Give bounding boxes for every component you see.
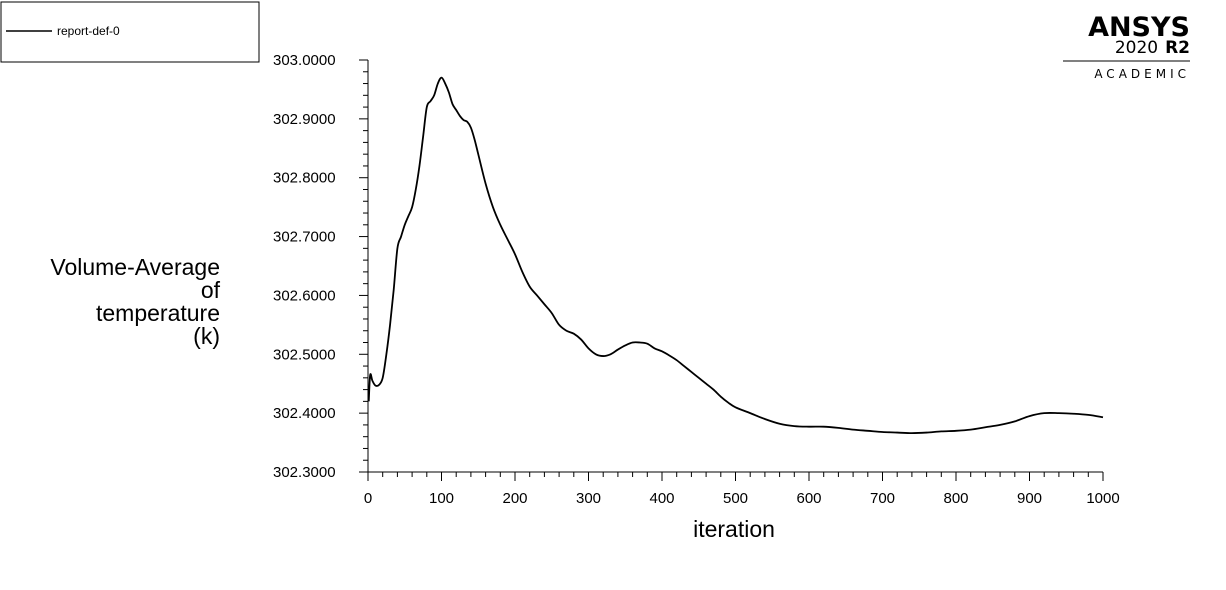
logo-version: 2020	[1115, 38, 1158, 58]
y-tick-label: 302.6000	[273, 287, 336, 304]
x-tick-label: 600	[796, 490, 821, 507]
logo-name: ANSYS	[1088, 12, 1190, 43]
y-tick-label: 302.8000	[273, 170, 336, 187]
legend-box	[0, 1, 260, 63]
ansys-logo: ANSYS 2020 R2 ACADEMIC	[1063, 12, 1190, 81]
y-tick-label: 302.4000	[273, 405, 336, 422]
y-axis-title: Volume-Average of temperature (k)	[50, 254, 220, 349]
series-line-report-def-0	[367, 76, 1104, 435]
y-axis-title-line: of	[201, 277, 221, 303]
axes: 303.0000 302.9000 302.8000 302.7000 302.6000…	[273, 52, 1120, 507]
x-tick-label: 800	[943, 490, 968, 507]
x-tick-label: 0	[364, 490, 372, 507]
y-tick-label: 303.0000	[273, 52, 336, 69]
x-tick-label: 700	[870, 490, 895, 507]
x-tick-label: 500	[723, 490, 748, 507]
x-tick-label: 400	[649, 490, 674, 507]
y-axis-title-line: temperature	[96, 300, 220, 326]
legend: report-def-0	[0, 1, 260, 63]
logo-release: R2	[1165, 38, 1190, 58]
logo-version-line: 2020 R2	[1115, 38, 1190, 58]
x-tick-label: 300	[576, 490, 601, 507]
x-tick-label: 100	[429, 490, 454, 507]
x-ticks: 0 100 200 300 400 500 600 700 800 900 1000	[364, 472, 1120, 507]
x-axis-title: iteration	[693, 516, 775, 542]
logo-edition: ACADEMIC	[1094, 67, 1190, 81]
y-axis-title-line: Volume-Average	[50, 254, 220, 280]
y-tick-label: 302.5000	[273, 346, 336, 363]
y-ticks: 303.0000 302.9000 302.8000 302.7000 302.6000…	[273, 52, 368, 481]
y-axis-title-line: (k)	[193, 323, 220, 349]
y-tick-label: 302.3000	[273, 464, 336, 481]
y-tick-label: 302.9000	[273, 111, 336, 128]
y-tick-label: 302.7000	[273, 229, 336, 246]
x-tick-label: 900	[1017, 490, 1042, 507]
x-tick-label: 1000	[1086, 490, 1119, 507]
legend-entry-label: report-def-0	[57, 24, 120, 38]
x-tick-label: 200	[502, 490, 527, 507]
